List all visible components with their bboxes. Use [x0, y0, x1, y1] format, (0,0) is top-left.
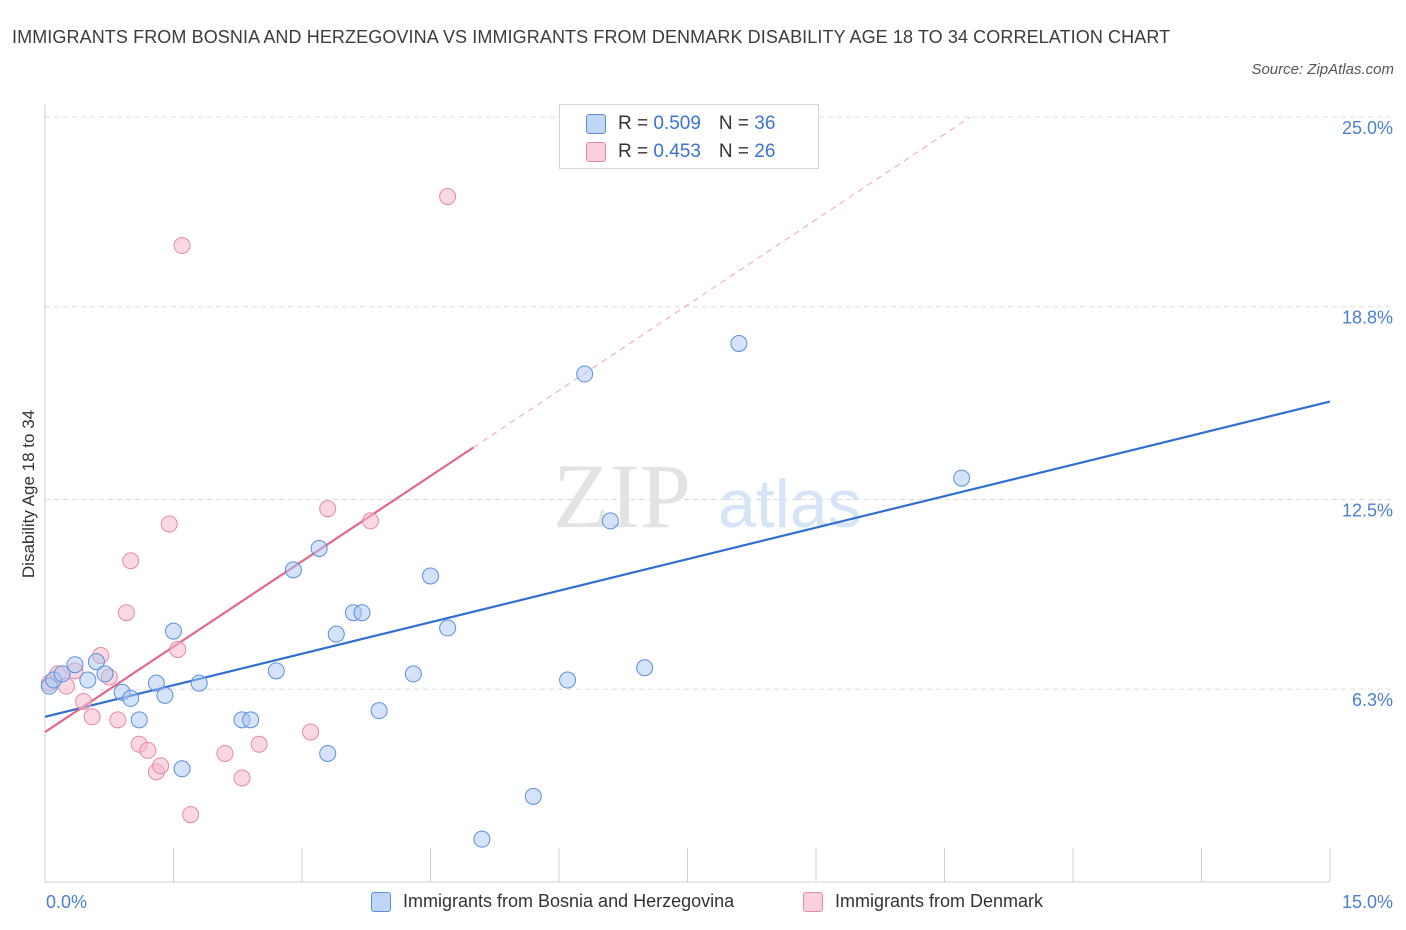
- data-point-bosnia: [66, 656, 84, 674]
- data-point-denmark: [75, 692, 93, 710]
- series-legend: Immigrants from Bosnia and Herzegovina I…: [0, 889, 1406, 917]
- data-point-denmark: [169, 640, 187, 658]
- data-point-bosnia: [953, 469, 971, 487]
- data-point-bosnia: [173, 760, 191, 778]
- data-point-bosnia: [524, 787, 542, 805]
- data-point-bosnia: [53, 665, 71, 683]
- y-tick-label: 25.0%: [1342, 118, 1393, 138]
- data-point-denmark: [319, 500, 337, 518]
- y-tick-label: 6.3%: [1352, 690, 1393, 710]
- data-point-bosnia: [156, 686, 174, 704]
- data-point-bosnia: [284, 561, 302, 579]
- grid-layer: [45, 116, 1395, 690]
- data-point-bosnia: [165, 622, 182, 640]
- y-tick-label: 18.8%: [1342, 308, 1393, 328]
- legend-n-value-denmark: 26: [754, 141, 776, 162]
- data-point-bosnia: [404, 665, 422, 683]
- data-point-denmark: [139, 741, 157, 759]
- data-point-bosnia: [576, 365, 594, 383]
- x-tick-label-max: 15.0%: [1342, 892, 1393, 912]
- data-point-denmark: [83, 708, 101, 726]
- legend-label-bosnia: Immigrants from Bosnia and Herzegovina: [403, 891, 735, 911]
- data-point-bosnia: [96, 665, 114, 683]
- legend-row-bosnia: R = 0.509 N = 36: [586, 111, 775, 137]
- label-layer: 6.3% 12.5% 18.8% 25.0% 0.0% 15.0%: [46, 118, 1393, 912]
- legend-n-value-bosnia: 36: [754, 113, 776, 134]
- trend-line-bosnia: [44, 400, 1331, 718]
- data-point-denmark: [233, 769, 251, 787]
- data-point-bosnia: [422, 567, 439, 585]
- legend-row-denmark: R = 0.453 N = 26: [586, 139, 775, 165]
- trend-layer: [44, 116, 1331, 733]
- y-tick-label: 12.5%: [1342, 501, 1393, 521]
- data-point-denmark: [216, 744, 234, 762]
- y-axis-label: Disability Age 18 to 34: [19, 410, 38, 578]
- x-tick-label-min: 0.0%: [46, 892, 87, 912]
- trend-line-denmark: [44, 446, 474, 733]
- watermark-zip: ZIP: [553, 445, 691, 547]
- legend-swatch-bosnia: [371, 891, 391, 912]
- legend-r-label: R =: [618, 141, 654, 162]
- axis-layer: [44, 105, 1331, 883]
- trend-line-denmark-extension: [473, 116, 971, 448]
- legend-label-denmark: Immigrants from Denmark: [835, 891, 1044, 911]
- data-point-bosnia: [327, 625, 345, 643]
- stats-legend: R = 0.509 N = 36 R = 0.453 N = 26: [559, 104, 819, 169]
- data-point-bosnia: [122, 689, 140, 707]
- legend-swatch-denmark: [803, 891, 823, 912]
- data-point-denmark: [439, 188, 457, 206]
- chart-title: IMMIGRANTS FROM BOSNIA AND HERZEGOVINA V…: [12, 27, 1171, 47]
- data-point-bosnia: [636, 659, 654, 677]
- data-point-bosnia: [353, 604, 371, 622]
- watermark-atlas: atlas: [718, 466, 862, 542]
- data-point-denmark: [250, 735, 268, 753]
- data-point-bosnia: [559, 671, 577, 689]
- data-point-bosnia: [473, 830, 491, 848]
- data-point-denmark: [160, 515, 178, 533]
- legend-item-bosnia: Immigrants from Bosnia and Herzegovina: [371, 891, 734, 912]
- data-point-bosnia: [370, 702, 388, 720]
- data-point-bosnia: [190, 674, 208, 692]
- data-point-bosnia: [319, 744, 337, 762]
- legend-n-label: N =: [718, 113, 755, 134]
- data-point-bosnia: [242, 711, 260, 729]
- data-point-bosnia: [147, 674, 165, 692]
- data-point-denmark: [122, 552, 140, 570]
- data-point-denmark: [302, 723, 320, 741]
- legend-r-value-bosnia: 0.509: [653, 113, 701, 134]
- legend-swatch-denmark: [586, 142, 606, 162]
- legend-swatch-bosnia: [586, 114, 606, 134]
- data-point-denmark: [182, 806, 200, 824]
- data-point-bosnia: [79, 671, 97, 689]
- legend-r-label: R =: [618, 113, 654, 134]
- source-label: Source: ZipAtlas.com: [1251, 61, 1394, 78]
- data-point-denmark: [152, 757, 170, 775]
- legend-r-value-denmark: 0.453: [653, 141, 701, 162]
- points-layer: [40, 188, 971, 848]
- data-point-bosnia: [310, 539, 328, 557]
- data-point-bosnia: [130, 711, 148, 729]
- data-point-bosnia: [87, 653, 105, 671]
- data-point-bosnia: [267, 662, 285, 680]
- data-point-denmark: [362, 512, 380, 530]
- data-point-denmark: [117, 604, 135, 622]
- legend-n-label: N =: [718, 141, 755, 162]
- data-point-bosnia: [439, 619, 457, 637]
- watermark: ZIP atlas: [553, 445, 862, 547]
- legend-item-denmark: Immigrants from Denmark: [803, 891, 1043, 912]
- data-point-denmark: [173, 237, 191, 255]
- data-point-bosnia: [730, 334, 748, 352]
- data-point-denmark: [109, 711, 127, 729]
- data-point-bosnia: [601, 512, 619, 530]
